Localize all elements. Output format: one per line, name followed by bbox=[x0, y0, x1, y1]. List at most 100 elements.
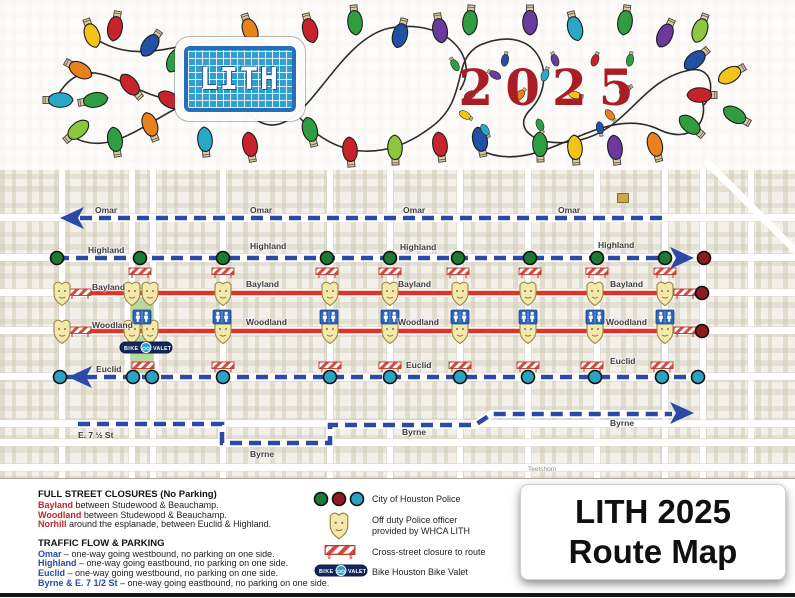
symbol-label: provided by WHCA LITH bbox=[372, 526, 471, 536]
svg-text:BIKE: BIKE bbox=[319, 569, 333, 575]
year-text: 2025 bbox=[458, 58, 646, 117]
light-bulb-icon bbox=[714, 59, 749, 89]
police-teal-dot-icon bbox=[322, 369, 338, 385]
street-label-omar: Omar bbox=[250, 205, 273, 215]
map-title-line2: Route Map bbox=[568, 533, 738, 570]
light-bulb-icon bbox=[105, 125, 126, 159]
street-label-omar: Omar bbox=[95, 205, 118, 215]
street-label-woodland: Woodland bbox=[398, 317, 439, 327]
police-teal-dot-icon bbox=[690, 369, 706, 385]
street-label-byrne: Byrne bbox=[610, 418, 635, 428]
street-label-omar: Omar bbox=[403, 205, 426, 215]
closure-item: Norhill around the esplanade, between Eu… bbox=[38, 519, 272, 530]
police-green-dot-icon bbox=[132, 250, 148, 266]
barricade-icon bbox=[211, 267, 235, 279]
light-bulb-icon bbox=[61, 54, 96, 84]
street-label-bayland: Bayland bbox=[398, 279, 432, 289]
light-bulb-icon bbox=[605, 133, 626, 167]
svg-text:BIKE: BIKE bbox=[124, 346, 138, 352]
restroom-icon bbox=[450, 309, 470, 325]
light-bulb-icon bbox=[389, 16, 412, 50]
police-green-dot-icon bbox=[382, 250, 398, 266]
map-title-box: LITH 2025 Route Map bbox=[520, 484, 786, 580]
route-highland bbox=[57, 247, 694, 269]
bottom-border bbox=[0, 593, 795, 597]
police-teal-dot-icon bbox=[587, 369, 603, 385]
light-bulb-icon bbox=[686, 87, 718, 103]
light-bulb-icon bbox=[136, 26, 167, 61]
police-green-dot-icon bbox=[589, 250, 605, 266]
police-teal-dot-icon bbox=[654, 369, 670, 385]
barricade-icon bbox=[323, 544, 357, 561]
police-teal-dot-icon bbox=[520, 369, 536, 385]
map-street bbox=[0, 439, 795, 446]
barricade-icon bbox=[315, 267, 339, 279]
light-bulb-icon bbox=[563, 9, 586, 43]
traffic-item: Euclid – one-way going westbound, no par… bbox=[38, 567, 279, 578]
police-teal-dot-icon bbox=[52, 369, 68, 385]
map-title-line1: LITH 2025 bbox=[575, 493, 731, 530]
street-label-bayland: Bayland bbox=[92, 282, 126, 292]
light-bulb-icon bbox=[430, 130, 451, 164]
restroom-icon bbox=[212, 309, 232, 325]
light-bulb-icon bbox=[652, 15, 680, 51]
barricade-icon bbox=[673, 288, 697, 300]
light-bulb-icon bbox=[615, 3, 636, 37]
police-teal-dot-icon bbox=[452, 369, 468, 385]
light-bulb-icon bbox=[688, 10, 714, 46]
police-badge-icon bbox=[519, 281, 537, 307]
police-badge-icon bbox=[329, 512, 349, 540]
map-street bbox=[748, 168, 754, 480]
lith-logo-text: LITH bbox=[199, 61, 281, 97]
light-bulb-icon bbox=[78, 15, 104, 51]
symbol-label: Off duty Police officer bbox=[372, 515, 458, 525]
closure-item: Bayland between Studewood & Beauchamp. bbox=[38, 500, 219, 510]
barricade-icon bbox=[128, 267, 152, 279]
police-badge-icon bbox=[656, 281, 674, 307]
symbol-label: Cross-street closure to route bbox=[372, 547, 486, 557]
police-green-dot-icon bbox=[522, 250, 538, 266]
police-red-dot-icon bbox=[694, 285, 710, 301]
light-bulb-icon bbox=[76, 90, 110, 111]
traffic-heading: TRAFFIC FLOW & PARKING bbox=[38, 537, 165, 549]
light-bulb-icon bbox=[461, 3, 480, 37]
street-label-byrne: Byrne bbox=[250, 449, 275, 459]
police-teal-dot-icon bbox=[215, 369, 231, 385]
light-bulb-icon bbox=[196, 125, 215, 159]
police-green-dot-icon bbox=[215, 250, 231, 266]
restroom-icon bbox=[380, 309, 400, 325]
restroom-icon bbox=[518, 309, 538, 325]
light-bulb-icon bbox=[115, 69, 148, 104]
police-badge-icon bbox=[586, 281, 604, 307]
police-green-dot-icon bbox=[319, 250, 335, 266]
east-arrow-icon bbox=[670, 247, 694, 269]
street-label-e7half: E. 7 ½ St bbox=[78, 430, 114, 440]
barricade-icon bbox=[673, 326, 697, 338]
barricade-icon bbox=[68, 326, 92, 338]
street-label-highland: Highland bbox=[598, 240, 635, 250]
svg-text:VALET: VALET bbox=[153, 346, 172, 352]
street-label-bayland: Bayland bbox=[610, 279, 644, 289]
police-teal-dot-icon bbox=[382, 369, 398, 385]
street-label-euclid: Euclid bbox=[406, 360, 432, 370]
svg-text:VALET: VALET bbox=[348, 569, 367, 575]
street-label-woodland: Woodland bbox=[92, 320, 133, 330]
police-dots-icon bbox=[313, 491, 365, 507]
legend-panel: FULL STREET CLOSURES (No Parking) Baylan… bbox=[0, 478, 795, 598]
street-label-highland: Highland bbox=[88, 245, 125, 255]
police-green-dot-icon bbox=[450, 250, 466, 266]
street-label-highland: Highland bbox=[250, 241, 287, 251]
lith-logo-sign: LITH bbox=[184, 46, 296, 112]
route-omar bbox=[60, 207, 663, 229]
light-bulb-icon bbox=[345, 3, 364, 37]
symbol-label: Bike Houston Bike Valet bbox=[372, 567, 468, 577]
light-bulb-icon bbox=[429, 11, 450, 45]
police-green-dot-icon bbox=[49, 250, 65, 266]
route-byrne bbox=[78, 402, 694, 447]
police-badge-icon bbox=[214, 281, 232, 307]
light-bulb-icon bbox=[42, 92, 74, 108]
bike-valet-logo: BIKE VALET bbox=[119, 341, 173, 354]
barricade-icon bbox=[378, 267, 402, 279]
